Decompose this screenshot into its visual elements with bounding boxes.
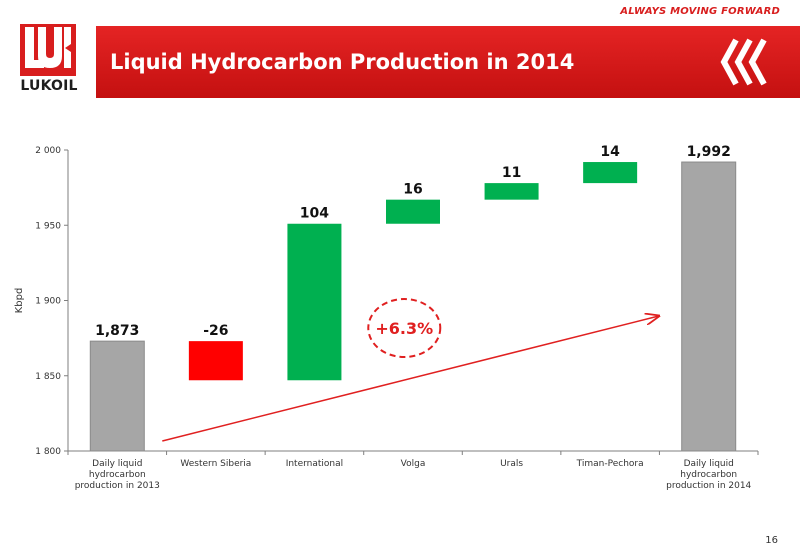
data-label: 14 bbox=[600, 144, 620, 160]
data-label: 1,992 bbox=[687, 144, 731, 160]
data-label: 16 bbox=[403, 182, 422, 198]
x-tick-label: production in 2014 bbox=[666, 481, 751, 491]
x-tick-label: hydrocarbon bbox=[680, 470, 737, 480]
bar-decrease bbox=[188, 341, 243, 381]
x-tick-label: production in 2013 bbox=[75, 481, 160, 491]
title-banner: Liquid Hydrocarbon Production in 2014 bbox=[96, 26, 800, 98]
lukoil-logo-icon bbox=[20, 24, 76, 76]
x-tick-label: Western Siberia bbox=[180, 459, 251, 469]
bar-increase bbox=[287, 223, 342, 381]
y-tick-label: 1 850 bbox=[35, 372, 61, 382]
bar-increase bbox=[386, 199, 440, 224]
x-tick-label: Daily liquid bbox=[684, 459, 734, 469]
bar-increase bbox=[484, 183, 539, 200]
data-label: 1,873 bbox=[95, 323, 139, 339]
data-label: -26 bbox=[203, 323, 228, 339]
y-tick-label: 1 900 bbox=[35, 297, 61, 307]
lukoil-logo: LUKOIL bbox=[14, 24, 84, 96]
data-label: 104 bbox=[300, 206, 329, 222]
x-tick-label: International bbox=[286, 459, 343, 469]
x-tick-label: Timan-Pechora bbox=[576, 459, 644, 469]
page-number: 16 bbox=[765, 535, 778, 546]
x-tick-label: Daily liquid bbox=[92, 459, 142, 469]
y-tick-label: 1 950 bbox=[35, 221, 61, 231]
bar-total bbox=[89, 340, 145, 452]
y-tick-label: 1 800 bbox=[35, 447, 61, 457]
data-label: 11 bbox=[502, 165, 521, 181]
logo-text: LUKOIL bbox=[20, 78, 78, 94]
y-tick-label: 2 000 bbox=[35, 146, 61, 156]
chevrons-icon bbox=[720, 38, 767, 86]
growth-annotation: +6.3% bbox=[375, 319, 433, 338]
page-title: Liquid Hydrocarbon Production in 2014 bbox=[110, 50, 575, 74]
bar-increase bbox=[583, 162, 638, 184]
y-axis-label: Kbpd bbox=[14, 288, 25, 314]
waterfall-chart: 1 800 1 850 1 900 1 950 2 000 Kbpd 1,873 -26 104… bbox=[14, 144, 759, 491]
growth-circle bbox=[367, 298, 442, 358]
x-tick-label: Urals bbox=[500, 459, 523, 469]
tagline: ALWAYS MOVING FORWARD bbox=[620, 6, 780, 17]
bar-total bbox=[681, 161, 737, 452]
trend-arrow bbox=[162, 316, 658, 442]
x-tick-label: hydrocarbon bbox=[89, 470, 146, 480]
x-tick-label: Volga bbox=[401, 459, 426, 469]
